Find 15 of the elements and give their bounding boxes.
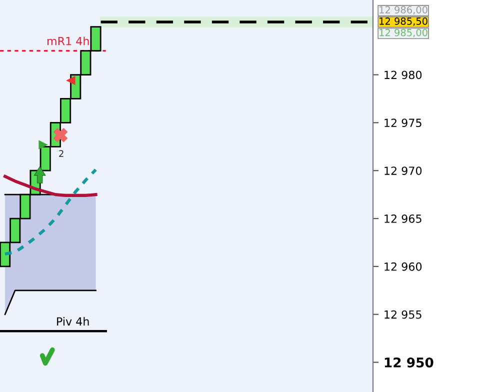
text: 12 985,00	[380, 28, 428, 38]
line-series	[4, 174, 98, 198]
annotation: 2	[59, 150, 64, 157]
text: 12 986,00	[380, 6, 428, 14]
y-tick-label: 12 955	[384, 310, 422, 319]
ref-line-label: 12 985,50	[380, 18, 428, 26]
line-series	[4, 168, 98, 256]
y-tick-label: 12 970	[384, 166, 422, 175]
y-tick-label: 12 960	[384, 262, 422, 271]
y-tick-label: 12 950	[384, 358, 434, 368]
ref-line-label: mR1 4h	[47, 36, 89, 46]
y-tick-label: 12 980	[384, 70, 422, 80]
y-tick-label: 12 975	[384, 118, 422, 128]
y-tick-label: 12 965	[384, 214, 422, 223]
ref-line-label: Piv 4h	[57, 317, 89, 326]
